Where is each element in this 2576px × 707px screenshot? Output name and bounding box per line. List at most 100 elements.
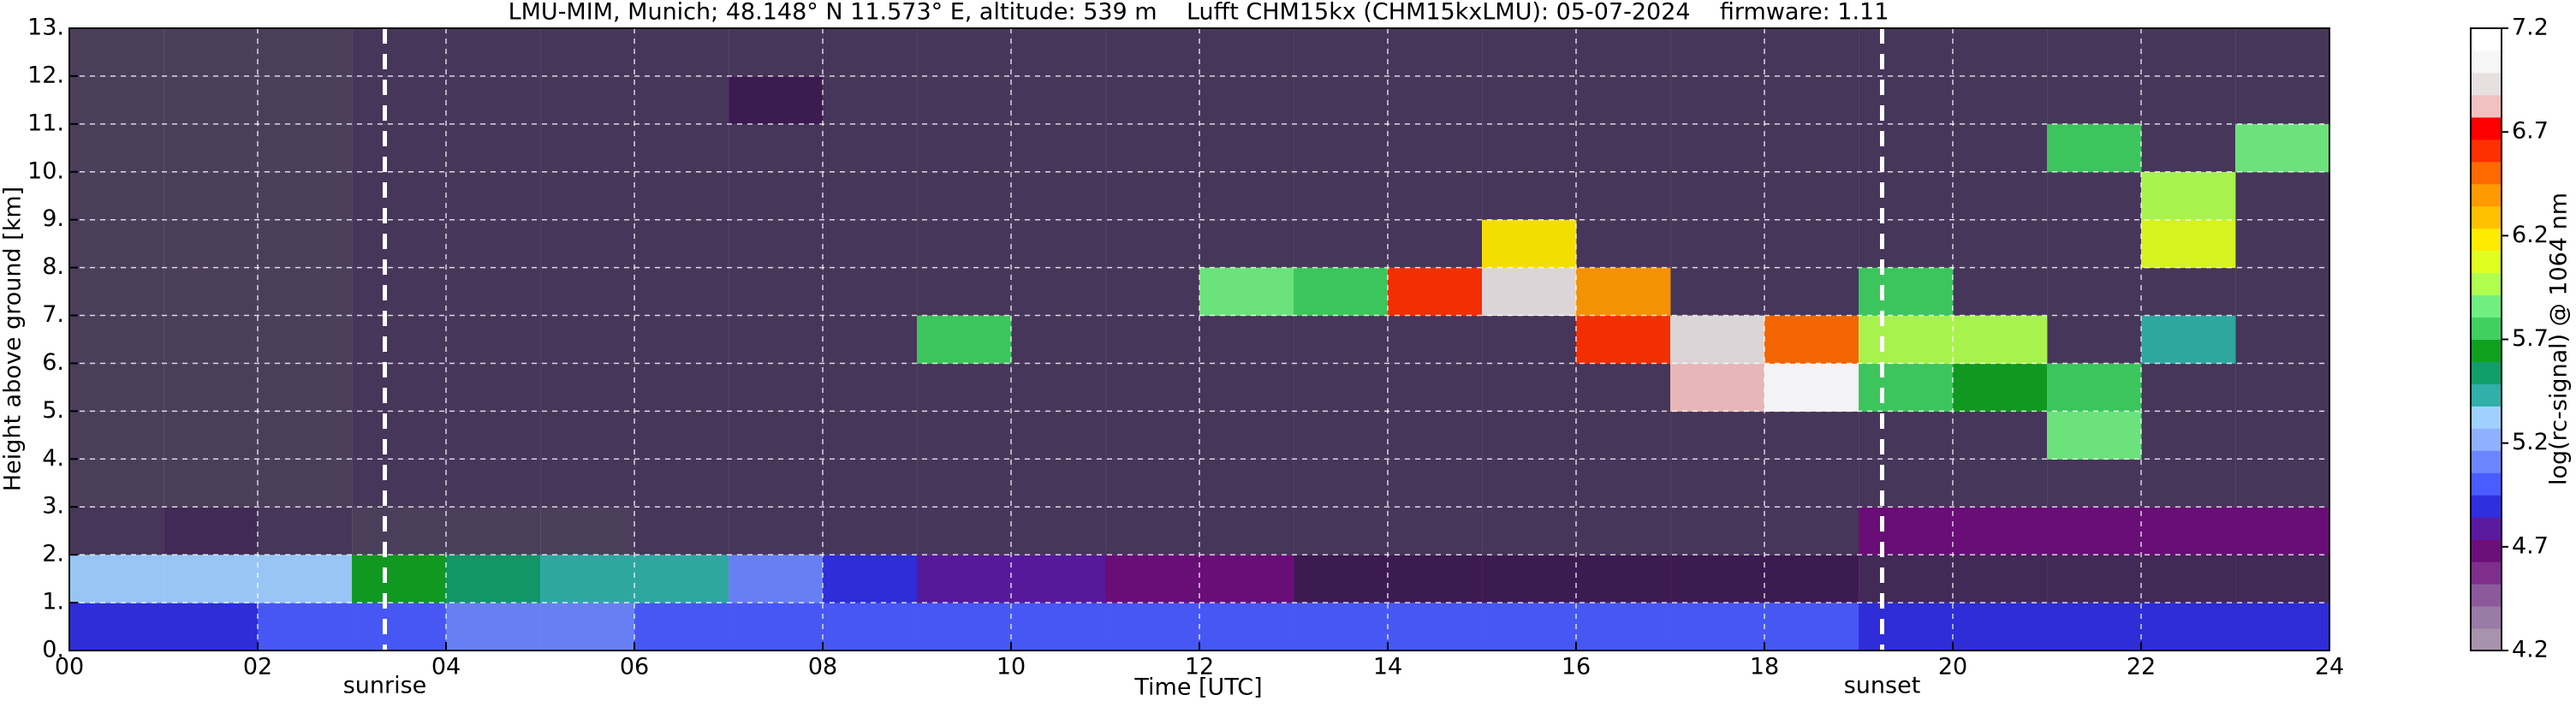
heatmap-cell	[352, 123, 447, 173]
colorbar-swatch	[2471, 383, 2502, 407]
heatmap-cell	[1576, 363, 1671, 412]
colorbar-swatch	[2471, 94, 2502, 118]
heatmap-cell	[258, 75, 353, 125]
heatmap-cell	[1199, 267, 1294, 317]
heatmap-cell	[917, 75, 1012, 125]
y-tick-label: 6.	[42, 349, 64, 376]
heatmap-cell	[1105, 28, 1200, 77]
heatmap-cell	[2235, 411, 2330, 460]
colorbar-swatch	[2471, 584, 2502, 607]
heatmap-cell	[1482, 28, 1577, 77]
heatmap-cell	[446, 123, 541, 173]
colorbar-swatch	[2471, 28, 2502, 51]
heatmap-cell	[917, 123, 1012, 173]
heatmap-cell	[2047, 363, 2142, 412]
heatmap-cell	[446, 219, 541, 269]
heatmap-cell	[540, 171, 635, 221]
y-tick-label: 2.	[42, 541, 64, 567]
x-axis-label: Time [UTC]	[1133, 674, 1262, 701]
heatmap-cell	[2047, 507, 2142, 556]
heatmap-cell	[1859, 315, 1954, 364]
y-tick-label: 12.	[27, 62, 64, 88]
heatmap-cell	[634, 28, 729, 77]
heatmap-cell	[1576, 315, 1671, 364]
heatmap-cell	[1670, 507, 1765, 556]
heatmap-cell	[729, 28, 824, 77]
heatmap-cell	[446, 267, 541, 317]
heatmap-cell	[2141, 507, 2236, 556]
heatmap-cell	[1670, 123, 1765, 173]
heatmap-cell	[729, 267, 824, 317]
heatmap-cell	[1199, 555, 1294, 603]
heatmap-cell	[1105, 603, 1200, 651]
colorbar-swatch	[2471, 317, 2502, 340]
colorbar-tick-label: 6.2	[2512, 222, 2549, 248]
heatmap-cell	[2235, 219, 2330, 269]
heatmap-cell	[1576, 267, 1671, 317]
heatmap-cell	[352, 555, 447, 603]
heatmap-cell	[446, 555, 541, 603]
heatmap-cell	[1294, 555, 1389, 603]
heatmap-cell	[352, 363, 447, 412]
x-tick-label: 10	[996, 654, 1026, 680]
heatmap-cell	[823, 363, 918, 412]
x-tick-label: 08	[808, 654, 837, 680]
heatmap-cell	[1011, 75, 1106, 125]
heatmap-cell	[69, 75, 164, 125]
heatmap-cell	[1388, 315, 1483, 364]
heatmap-cell	[164, 123, 259, 173]
heatmap-cell	[1105, 507, 1200, 556]
heatmap-cell	[2047, 555, 2142, 603]
heatmap-cell	[1953, 507, 2048, 556]
heatmap-cell	[2141, 363, 2236, 412]
heatmap-cell	[1670, 75, 1765, 125]
heatmap-cell	[2235, 459, 2330, 508]
heatmap-cell	[1011, 219, 1106, 269]
heatmap-cell	[2235, 363, 2330, 412]
heatmap-cell	[1388, 555, 1483, 603]
y-tick-label: 7.	[42, 301, 64, 328]
heatmap-cell	[729, 75, 824, 125]
heatmap-cell	[1764, 75, 1859, 125]
y-tick-label: 8.	[42, 253, 64, 280]
heatmap-cell	[69, 507, 164, 556]
heatmap-cell	[917, 28, 1012, 77]
heatmap-cell	[1294, 315, 1389, 364]
heatmap-cell	[352, 267, 447, 317]
heatmap-cell	[352, 459, 447, 508]
colorbar-swatch	[2471, 250, 2502, 274]
heatmap-cell	[1011, 315, 1106, 364]
heatmap-cell	[1105, 219, 1200, 269]
colorbar-swatch	[2471, 205, 2502, 229]
heatmap-cell	[1199, 363, 1294, 412]
heatmap-cell	[1482, 507, 1577, 556]
heatmap-cell	[634, 75, 729, 125]
heatmap-cell	[1388, 75, 1483, 125]
heatmap-cell	[1859, 459, 1954, 508]
heatmap-cell	[69, 267, 164, 317]
heatmap-cell	[1294, 411, 1389, 460]
heatmap-cell	[1105, 411, 1200, 460]
heatmap-cell	[823, 123, 918, 173]
heatmap-cell	[164, 555, 259, 603]
heatmap-cell	[1199, 75, 1294, 125]
heatmap-cell	[1764, 171, 1859, 221]
heatmap-cell	[1576, 75, 1671, 125]
heatmap-cell	[1105, 171, 1200, 221]
colorbar-tick-label: 5.2	[2512, 429, 2549, 455]
heatmap-cell	[634, 315, 729, 364]
heatmap-cell	[634, 411, 729, 460]
colorbar-swatch	[2471, 228, 2502, 252]
heatmap-cell	[1576, 28, 1671, 77]
heatmap-cell	[2141, 411, 2236, 460]
heatmap-cell	[69, 555, 164, 603]
colorbar-swatch	[2471, 361, 2502, 384]
heatmap-cell	[2141, 123, 2236, 173]
heatmap-cell	[1011, 459, 1106, 508]
colorbar-swatch	[2471, 272, 2502, 296]
heatmap-cell	[1199, 507, 1294, 556]
heatmap-cell	[446, 171, 541, 221]
heatmap-cell	[2235, 315, 2330, 364]
heatmap-cell	[1764, 411, 1859, 460]
